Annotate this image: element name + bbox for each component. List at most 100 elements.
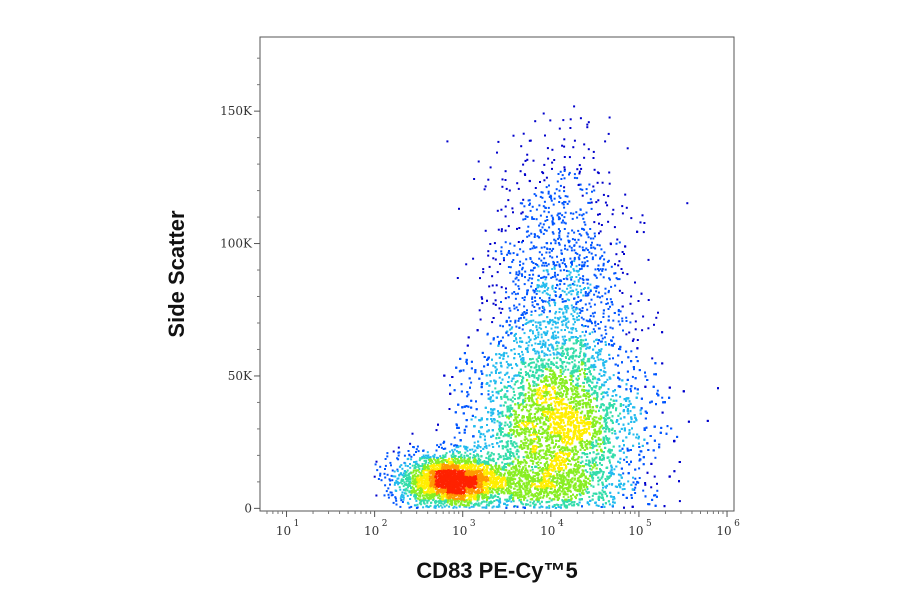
data-point [413, 490, 416, 493]
data-point [465, 491, 468, 494]
data-point [468, 470, 470, 473]
data-point [452, 482, 455, 485]
data-point [483, 476, 486, 478]
data-point [455, 480, 457, 483]
data-point [451, 492, 454, 495]
data-point [465, 500, 468, 503]
data-point [465, 483, 468, 486]
data-point [465, 447, 468, 450]
data-point [413, 504, 416, 507]
data-point [473, 472, 476, 474]
data-point [490, 476, 493, 479]
data-point [433, 506, 436, 509]
data-point [480, 488, 483, 491]
data-point [462, 467, 465, 470]
data-point [485, 505, 488, 508]
data-point [471, 480, 474, 483]
data-point [440, 466, 443, 469]
data-point [420, 474, 423, 477]
data-point [479, 465, 482, 467]
data-point [439, 460, 442, 463]
data-point [472, 479, 475, 482]
data-point [436, 464, 438, 466]
data-point [392, 450, 395, 453]
data-point [449, 471, 452, 474]
data-point [442, 448, 445, 450]
data-point [418, 471, 421, 474]
data-point [451, 463, 454, 466]
data-point [444, 455, 447, 458]
data-point [433, 453, 436, 456]
data-point [438, 471, 441, 474]
data-point [423, 494, 426, 497]
data-point [386, 455, 389, 458]
data-point [457, 452, 460, 455]
data-point [465, 489, 468, 492]
data-point [427, 499, 430, 502]
data-point [452, 472, 454, 475]
data-point [425, 454, 427, 457]
data-point [448, 465, 451, 468]
data-point [434, 506, 437, 509]
data-point [373, 475, 376, 478]
data-point [499, 440, 502, 443]
data-point [391, 479, 394, 482]
data-point [416, 503, 419, 506]
data-point [399, 497, 402, 500]
data-point [448, 473, 451, 476]
data-point [460, 500, 463, 503]
data-point [393, 483, 396, 486]
data-point [437, 485, 440, 488]
data-point [432, 496, 435, 499]
data-point [450, 476, 452, 479]
data-point [482, 461, 485, 464]
data-point [447, 469, 450, 472]
data-point [401, 501, 404, 503]
data-point [410, 490, 413, 493]
data-point [383, 494, 386, 497]
data-point [442, 467, 445, 469]
data-point [458, 487, 461, 490]
data-point [433, 491, 436, 494]
data-point [438, 475, 441, 477]
data-point [480, 471, 483, 474]
data-point [438, 464, 441, 466]
data-point [505, 466, 508, 469]
data-point [479, 463, 482, 466]
data-point [383, 472, 386, 475]
data-point [431, 481, 434, 483]
data-point [431, 461, 434, 463]
data-point [521, 495, 524, 498]
data-point [439, 490, 442, 493]
data-point [445, 475, 448, 478]
data-point [452, 451, 455, 453]
data-point [449, 460, 452, 463]
data-point [432, 455, 435, 458]
data-point [385, 490, 388, 493]
data-point [417, 469, 420, 472]
data-point [485, 480, 488, 483]
data-point [482, 478, 485, 481]
data-point [379, 474, 382, 477]
data-point [453, 480, 456, 483]
data-point [426, 455, 429, 458]
data-point [415, 507, 418, 509]
data-point [443, 482, 446, 485]
data-point [408, 482, 410, 485]
data-point [446, 501, 449, 504]
data-point [430, 490, 433, 493]
data-point [429, 494, 432, 497]
data-point [387, 493, 390, 496]
data-point [456, 458, 459, 461]
data-point [453, 485, 456, 488]
data-point [454, 502, 457, 505]
data-point [490, 500, 492, 503]
data-point [457, 487, 460, 490]
data-point [439, 457, 442, 460]
data-point [436, 494, 439, 497]
data-point [415, 462, 418, 465]
data-point [433, 481, 436, 483]
data-point [495, 468, 498, 471]
data-point [485, 464, 487, 467]
data-point [399, 505, 402, 508]
